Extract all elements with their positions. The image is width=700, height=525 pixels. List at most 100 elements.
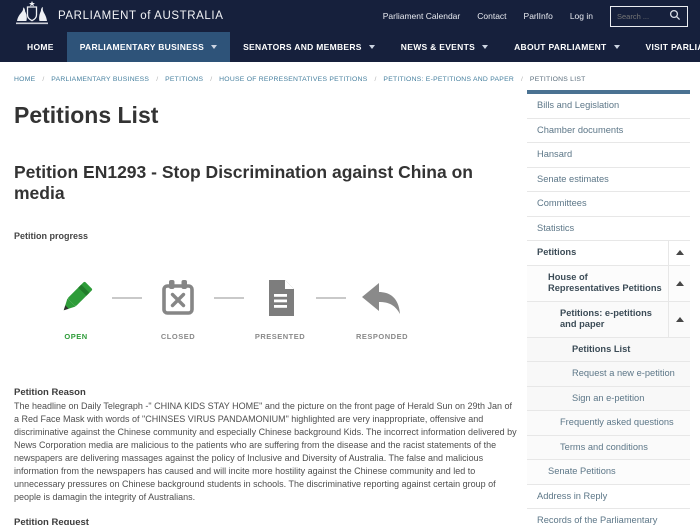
petition-reason-heading: Petition Reason (14, 387, 86, 398)
nav-item-label: ABOUT PARLIAMENT (514, 42, 607, 52)
petition-request-section: Petition Request We therefore ask the Ho… (14, 517, 517, 525)
search-icon (669, 9, 681, 24)
pencil-icon (55, 277, 97, 319)
nav-item[interactable]: NEWS & EVENTS (388, 32, 501, 62)
petition-progress-label: Petition progress (14, 231, 89, 241)
progress-step-presented: PRESENTED (244, 277, 316, 341)
caret-cell[interactable] (668, 265, 690, 301)
breadcrumb-link[interactable]: PETITIONS (165, 76, 204, 83)
breadcrumb-separator: / (521, 76, 523, 83)
breadcrumb-link[interactable]: HOME (14, 76, 36, 83)
sidebar-item[interactable]: Senate Petitions (527, 460, 690, 485)
sidebar-item-label: Petitions List (572, 343, 631, 354)
sidebar-item-label: Senate Petitions (548, 466, 616, 476)
sidebar-item[interactable]: Sign an e-petition (527, 386, 690, 411)
main-navigation: HOME PARLIAMENTARY BUSINESS SENATORS AND… (0, 32, 700, 62)
sidebar-item[interactable]: Bills and Legislation (527, 94, 690, 119)
sidebar-item[interactable]: Petitions: e-petitions and paper (527, 301, 690, 338)
sidebar-item-label: Address in Reply (537, 490, 608, 501)
sidebar-item-label: Records of the Parliamentary Commission … (537, 515, 658, 525)
chevron-down-icon (482, 45, 489, 49)
search-input[interactable] (617, 11, 669, 21)
sidebar-item-label: Chamber documents (537, 124, 624, 135)
chevron-up-icon (675, 250, 684, 256)
caret-cell[interactable] (668, 241, 690, 265)
sidebar-item[interactable]: Petitions (527, 241, 690, 266)
breadcrumb-separator: / (156, 76, 159, 83)
sidebar-navigation: Bills and Legislation Chamber documents … (527, 90, 690, 525)
breadcrumb-link[interactable]: HOUSE OF REPRESENTATIVES PETITIONS (219, 76, 368, 83)
progress-connector (112, 297, 142, 299)
calendar-x-icon (158, 277, 198, 319)
sidebar-item[interactable]: Address in Reply (527, 485, 690, 509)
sidebar-item-label: Sign an e-petition (572, 392, 645, 403)
chevron-down-icon (211, 45, 218, 49)
petition-reason-body: The headline on Daily Telegraph -" CHINA… (14, 401, 517, 502)
nav-item[interactable]: HOME (14, 32, 67, 62)
sidebar-item[interactable]: Chamber documents (527, 119, 690, 143)
search-box[interactable] (610, 5, 688, 27)
sidebar-item[interactable]: Hansard (527, 143, 690, 168)
petition-progress-track: OPEN CLOSED (40, 277, 418, 341)
sidebar-item[interactable]: Records of the Parliamentary Commission … (527, 509, 690, 525)
breadcrumb-link[interactable]: PETITIONS LIST (529, 76, 586, 83)
site-title: PARLIAMENT of AUSTRALIA (58, 10, 224, 22)
progress-connector (214, 297, 244, 299)
search-button[interactable] (669, 9, 681, 24)
sidebar-item-label: Petitions (537, 247, 577, 257)
progress-step-label: CLOSED (160, 332, 196, 341)
breadcrumb-link[interactable]: PARLIAMENTARY BUSINESS (51, 76, 150, 83)
coat-of-arms-icon (14, 0, 50, 32)
sidebar-item-label: Petitions: e-petitions and paper (560, 307, 652, 330)
nav-item[interactable]: ABOUT PARLIAMENT (501, 32, 632, 62)
reply-arrow-icon (359, 277, 405, 319)
nav-item-label: PARLIAMENTARY BUSINESS (79, 42, 205, 52)
sidebar-item-label: House of Representatives Petitions (548, 271, 662, 294)
sidebar-item[interactable]: Request a new e-petition (527, 362, 690, 387)
page-title: Petitions List (14, 102, 159, 128)
nav-item[interactable]: VISIT PARLIAMENT (633, 32, 700, 62)
breadcrumb-link[interactable]: PETITIONS: E-PETITIONS AND PAPER (383, 76, 515, 83)
sidebar-item[interactable]: Petitions List (527, 337, 690, 362)
utility-link-parliament-calendar[interactable]: Parliament Calendar (382, 11, 461, 21)
breadcrumb-separator: / (210, 76, 213, 83)
sidebar-item[interactable]: House of Representatives Petitions (527, 265, 690, 302)
caret-cell[interactable] (668, 301, 690, 337)
progress-connector (316, 297, 346, 299)
site-logo[interactable]: PARLIAMENT of AUSTRALIA (14, 0, 223, 32)
breadcrumb-separator: / (42, 76, 45, 83)
content-area: Petitions List Petition EN1293 - Stop Di… (0, 83, 700, 525)
utility-link-login[interactable]: Log in (569, 11, 593, 21)
progress-step-open: OPEN (40, 277, 112, 341)
utility-nav: Parliament Calendar Contact ParlInfo Log… (382, 5, 688, 27)
top-header-bar: PARLIAMENT of AUSTRALIA Parliament Calen… (0, 0, 700, 32)
sidebar-item-label: Request a new e-petition (572, 368, 675, 378)
progress-step-closed: CLOSED (142, 277, 214, 341)
petition-title: Petition EN1293 - Stop Discrimination ag… (14, 162, 473, 203)
sidebar-item-label: Committees (537, 198, 587, 208)
nav-item-label: HOME (27, 42, 54, 52)
chevron-up-icon (675, 316, 684, 322)
sidebar-item-label: Bills and Legislation (537, 100, 620, 110)
main-column: Petitions List Petition EN1293 - Stop Di… (14, 83, 517, 525)
sidebar-item-label: Frequently asked questions (560, 417, 674, 427)
progress-step-label: RESPONDED (355, 332, 408, 341)
progress-step-label: OPEN (64, 332, 88, 341)
sidebar-item[interactable]: Terms and conditions (527, 435, 690, 460)
sidebar-item[interactable]: Statistics (527, 217, 690, 241)
chevron-up-icon (675, 280, 684, 286)
sidebar-item[interactable]: Committees (527, 192, 690, 217)
chevron-down-icon (613, 45, 620, 49)
nav-item[interactable]: SENATORS AND MEMBERS (230, 32, 388, 62)
sidebar-item[interactable]: Frequently asked questions (527, 411, 690, 436)
utility-link-contact[interactable]: Contact (477, 11, 507, 21)
sidebar-item[interactable]: Senate estimates (527, 168, 690, 192)
nav-item-label: VISIT PARLIAMENT (645, 42, 700, 52)
sidebar-item-label: Senate estimates (537, 173, 609, 184)
petition-request-heading: Petition Request (14, 517, 89, 525)
document-icon (261, 277, 299, 319)
sidebar-item-label: Terms and conditions (560, 441, 648, 452)
progress-step-label: PRESENTED (254, 332, 306, 341)
utility-link-parlinfo[interactable]: ParlInfo (523, 11, 553, 21)
nav-item[interactable]: PARLIAMENTARY BUSINESS (66, 32, 231, 62)
